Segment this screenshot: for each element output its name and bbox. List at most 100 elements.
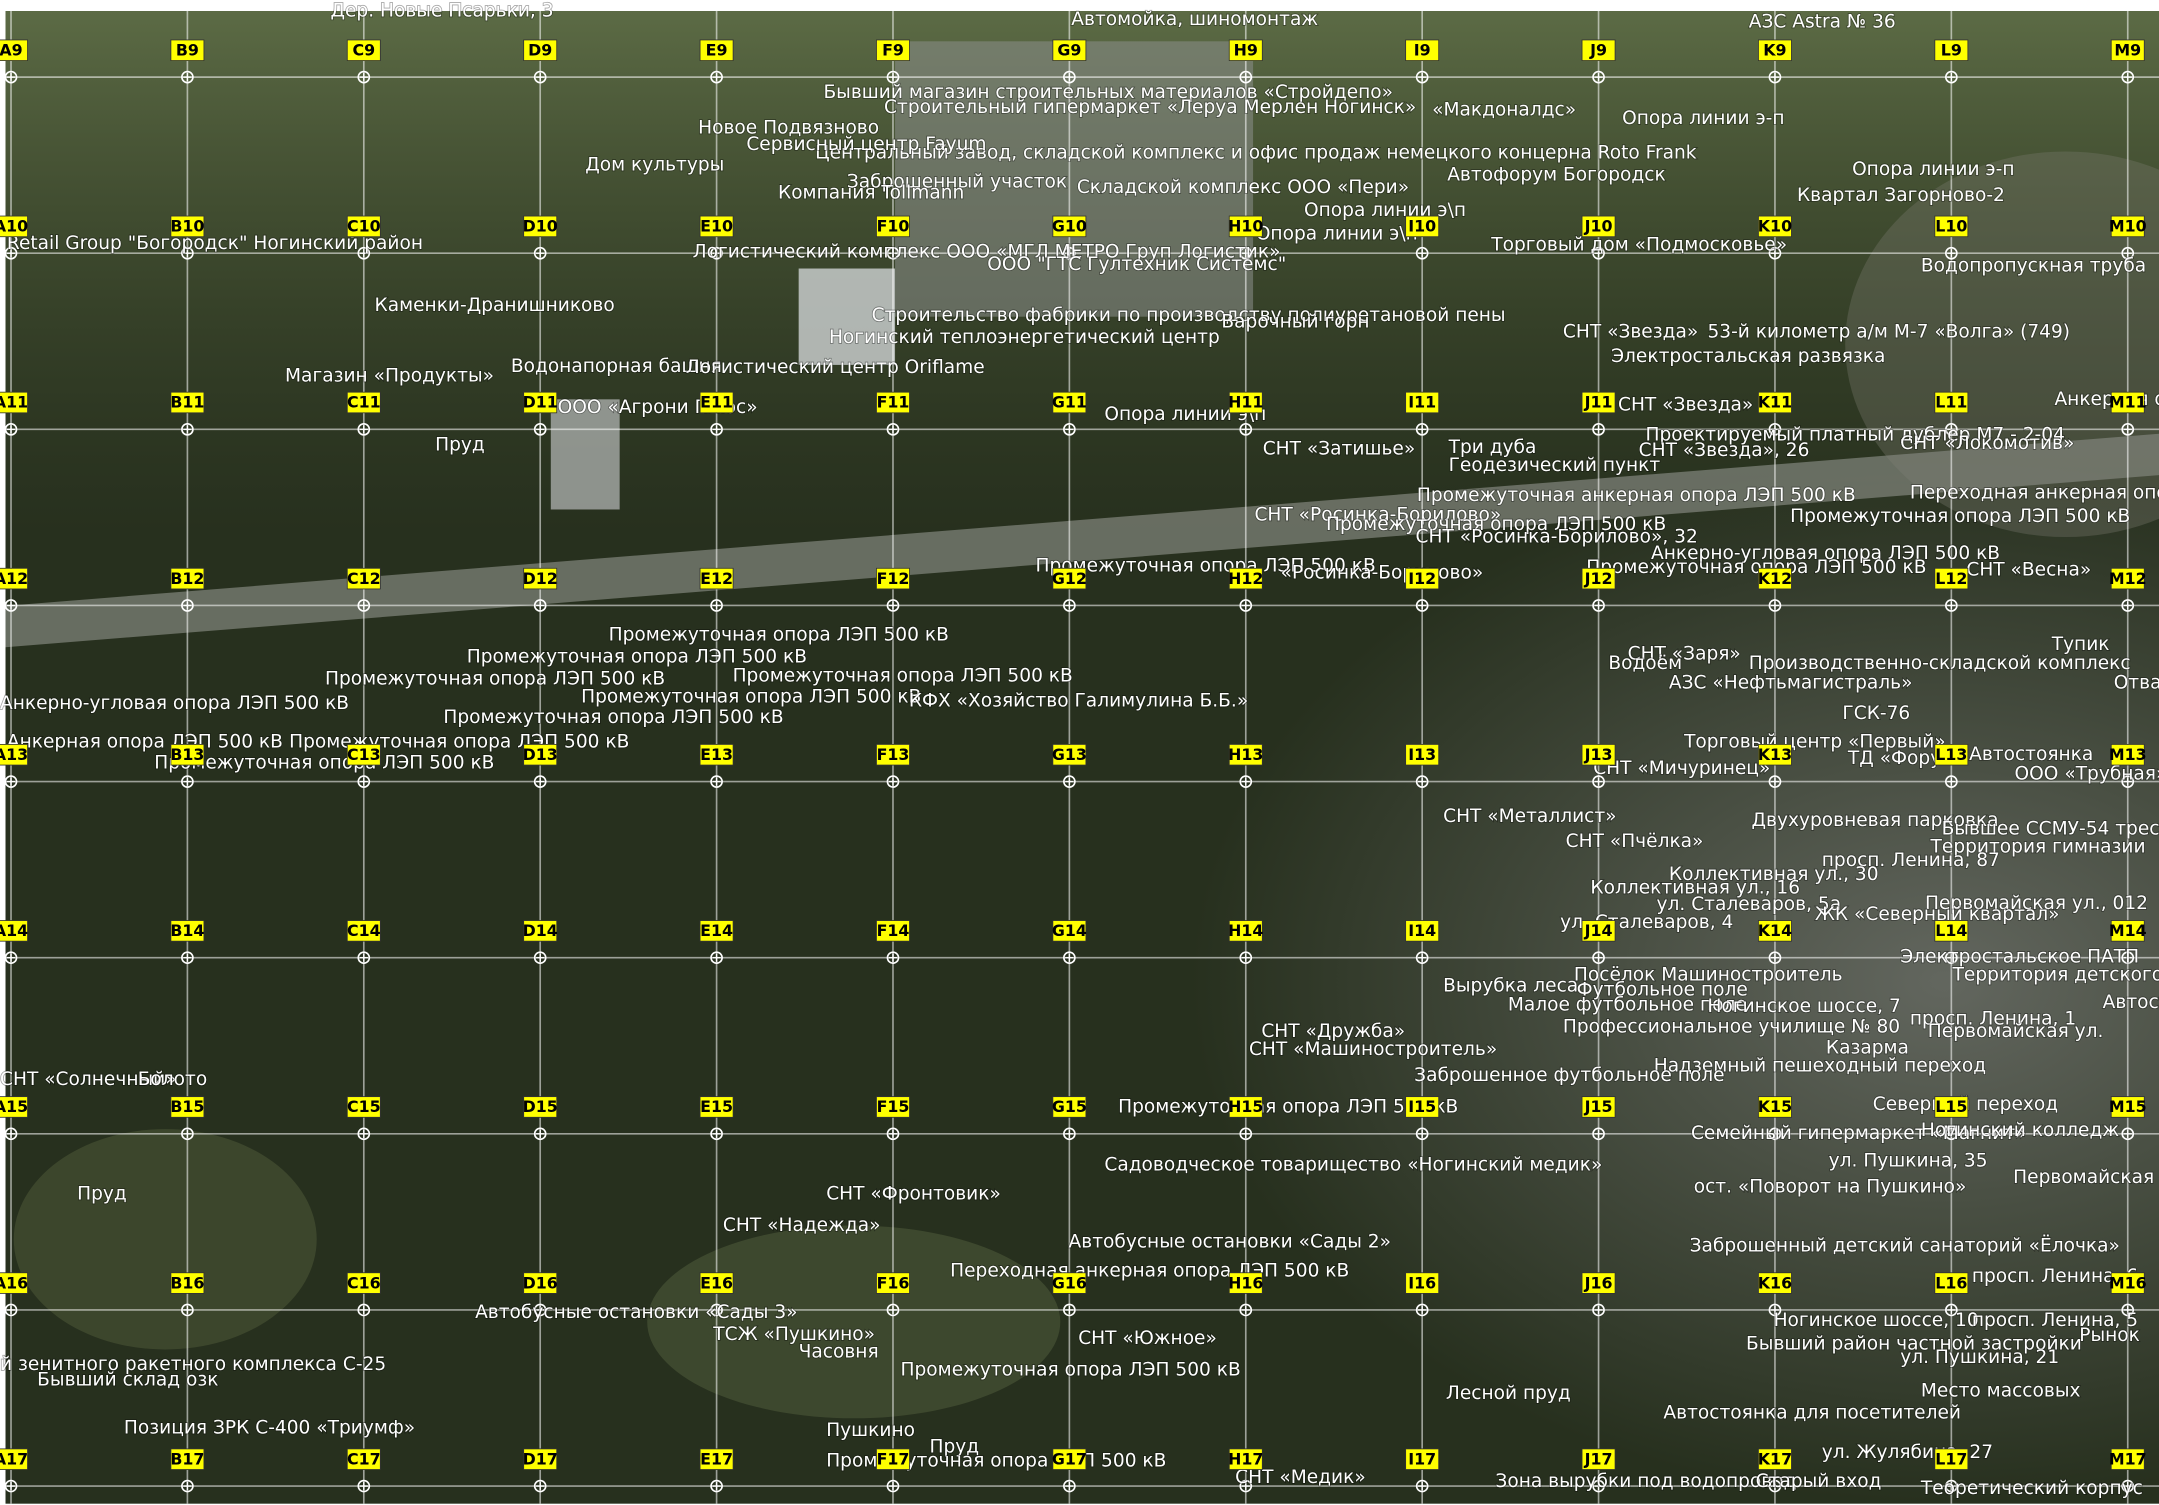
grid-node (533, 1303, 547, 1317)
grid-label-box (346, 391, 381, 414)
grid-label-box (699, 1096, 734, 1118)
grid-node (181, 246, 194, 260)
place-label: Автомойка, шиномонтаж (1071, 9, 1318, 30)
place-label: Теоретический корпус (1920, 1478, 2143, 1499)
grid-label-box (1934, 743, 1969, 766)
grid-label-box (1405, 391, 1440, 414)
grid-label: J9 (1589, 40, 1607, 59)
grid-label: B16 (170, 1273, 204, 1292)
place-label: Ногинский колледж (1921, 1120, 2119, 1141)
grid-label: M11 (2109, 393, 2147, 412)
grid-label: K14 (1758, 921, 1792, 940)
grid-label-box (1934, 391, 1969, 414)
place-label: Старый вход (1756, 1471, 1882, 1492)
grid-label-box (1052, 215, 1087, 238)
grid-label: A11 (0, 393, 28, 412)
grid-label-box (1052, 1448, 1087, 1470)
grid-label-box (699, 215, 734, 238)
place-label: Первомайская ул. (2013, 1167, 2159, 1188)
grid-label: C15 (347, 1097, 381, 1116)
grid-node (181, 1127, 194, 1141)
grid-label-box (170, 1096, 205, 1118)
grid-node (1592, 1479, 1605, 1493)
grid-node (1768, 246, 1782, 260)
grid-labels: A9 B9 C9 D9 E9 F9 G9 H9 I9 J9 K9 L9 M9 A10 B10 C10 D10 E1… (0, 39, 2147, 1470)
grid-node (181, 70, 194, 84)
grid-node (2121, 70, 2135, 84)
grid-label-box (2110, 743, 2145, 766)
place-label: Надземный пешеходный переход (1654, 1055, 1986, 1076)
grid-node (4, 1127, 18, 1141)
place-label: Торговый дом «Подмосковье» (1490, 235, 1787, 256)
place-label: Ногинское шоссе, 7 (1707, 996, 1900, 1017)
place-label: Автостоянка (2103, 992, 2159, 1013)
grid-label-box (1934, 920, 1969, 942)
place-label: Промежуточная опора ЛЭП 500 кВ (443, 707, 783, 728)
grid-label: L17 (1935, 1449, 1967, 1468)
grid-node (886, 599, 900, 612)
grid-label-box (1052, 920, 1087, 942)
grid-label-box (2110, 39, 2145, 62)
grid-node (4, 599, 18, 612)
grid-node (1768, 599, 1782, 612)
place-label: Бывший склад озк (37, 1369, 218, 1390)
grid-label-box (1228, 1272, 1263, 1294)
grid-label-box (2110, 215, 2145, 238)
grid-node (1768, 775, 1782, 788)
place-label: Заброшенный участок (847, 171, 1067, 192)
grid-label-box (346, 920, 381, 942)
grid-label-box (699, 567, 734, 590)
grid-node (2121, 599, 2135, 612)
place-label: Заброшенное футбольное поле (1414, 1065, 1724, 1086)
grid-label-box (1405, 1448, 1440, 1470)
grid-label-box (1405, 1096, 1440, 1118)
place-label: Промежуточная опора ЛЭП 500 кВ (289, 732, 629, 753)
grid-label: C17 (347, 1449, 381, 1468)
grid-node (1592, 1127, 1605, 1141)
grid-label: I17 (1408, 1449, 1436, 1468)
grid-label: D12 (523, 569, 558, 588)
grid-node (4, 70, 18, 84)
place-label: Анкерно-угловая опора ЛЭП 500 кВ (1651, 543, 2000, 564)
grid-label: J12 (1584, 569, 1613, 588)
place-label: Геодезический пункт (1449, 455, 1661, 476)
grid-label: A13 (0, 745, 28, 764)
grid-node (1239, 1303, 1253, 1317)
grid-label: H17 (1228, 1449, 1263, 1468)
grid-label-box (1581, 567, 1616, 590)
place-label: СНТ «Дружба» (1261, 1021, 1405, 1042)
grid-node (710, 70, 723, 84)
grid-node (533, 423, 547, 436)
place-label: Зона вырубки под водопровод (1495, 1471, 1796, 1492)
grid-label-box (2110, 920, 2145, 942)
grid-node (1063, 951, 1076, 965)
grid-node (1592, 70, 1605, 84)
place-label: СНТ «Южное» (1078, 1328, 1217, 1349)
grid-node (1239, 70, 1253, 84)
highway (5, 433, 2159, 648)
grid-node (1592, 246, 1605, 260)
place-label: Промежуточная опора ЛЭП 500 кВ (1326, 514, 1666, 535)
grid-node (710, 599, 723, 612)
grid-label: C14 (347, 921, 381, 940)
grid-label-box (876, 743, 910, 766)
grid-label-box (346, 1272, 381, 1294)
place-label: СНТ «Звезда» (1563, 321, 1698, 342)
place-label: Первомайская ул., 012 (1925, 893, 2148, 914)
place-label: СНТ «Затишье» (1263, 438, 1416, 459)
grid-node (357, 70, 371, 84)
grid-node (1945, 599, 1958, 612)
place-label: Бывшее ССМУ-54 трест (1942, 818, 2159, 839)
grid-label-box (876, 1272, 910, 1294)
place-label: Вырубка леса (1443, 975, 1578, 996)
place-label: просп. Ленина, 5 (1972, 1310, 2138, 1331)
grid-label: A17 (0, 1449, 28, 1468)
place-label: Три дуба (1448, 437, 1537, 458)
grid-node (1415, 1127, 1429, 1141)
place-label: ул. Пушкина, 35 (1829, 1150, 1988, 1171)
place-label: просп. Ленина, 1 (1910, 1008, 2076, 1029)
place-label: Автофорум Богородск (1447, 164, 1665, 185)
grid-label: F14 (877, 921, 910, 940)
grid-label: B15 (170, 1097, 204, 1116)
